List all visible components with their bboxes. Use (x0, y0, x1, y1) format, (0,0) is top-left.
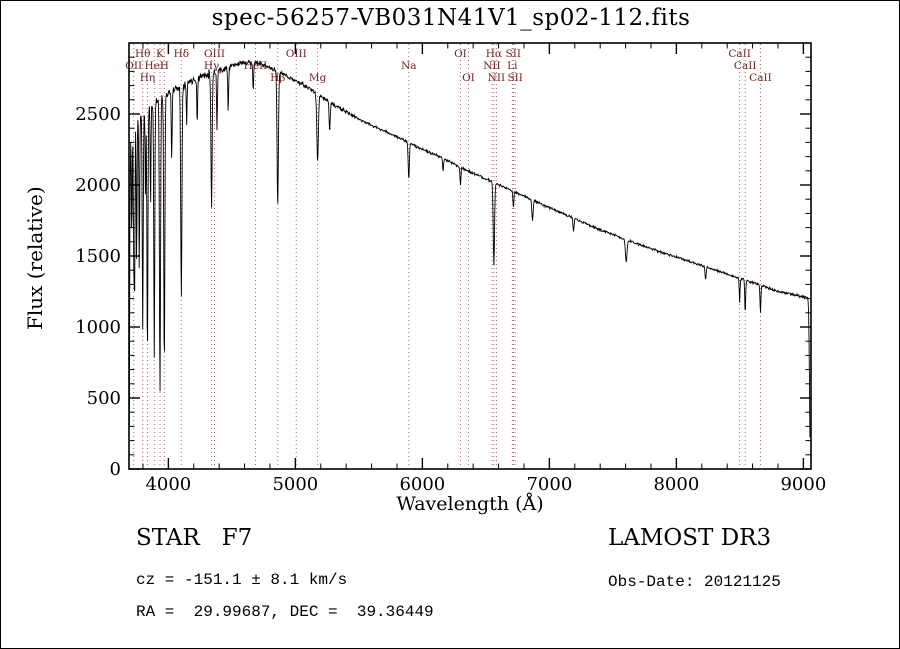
svg-text:Hθ: Hθ (135, 48, 150, 60)
svg-text:500: 500 (87, 388, 121, 409)
svg-text:4000: 4000 (145, 474, 191, 495)
svg-text:2500: 2500 (75, 104, 121, 125)
svg-text:CaII: CaII (734, 60, 757, 72)
classification-text: STAR F7 (136, 525, 253, 551)
svg-text:Li: Li (507, 60, 518, 72)
svg-text:Hα: Hα (486, 48, 502, 60)
svg-text:CaII: CaII (749, 72, 772, 84)
svg-text:NII: NII (483, 60, 500, 72)
svg-text:OI: OI (454, 48, 467, 60)
svg-text:OII: OII (125, 60, 142, 72)
svg-text:9000: 9000 (780, 474, 826, 495)
svg-text:2000: 2000 (75, 175, 121, 196)
svg-text:CaII: CaII (728, 48, 751, 60)
svg-text:1000: 1000 (75, 317, 121, 338)
svg-text:8000: 8000 (653, 474, 699, 495)
svg-text:6000: 6000 (399, 474, 445, 495)
svg-text:5000: 5000 (272, 474, 318, 495)
plot-title: spec-56257-VB031N41V1_sp02-112.fits (211, 5, 691, 31)
svg-text:HeI: HeI (145, 60, 165, 72)
svg-text:Hβ: Hβ (270, 72, 285, 84)
svg-text:SII: SII (507, 72, 523, 84)
svg-text:Mg: Mg (309, 72, 327, 84)
spectrum-trace (128, 59, 811, 438)
svg-text:Hγ: Hγ (204, 60, 219, 72)
svg-text:OIII: OIII (204, 48, 225, 60)
axis-ticks: 4000 5000 6000 7000 8000 9000 0 500 1000 1500 2000… (75, 42, 826, 495)
svg-text:NII: NII (488, 72, 505, 84)
svg-text:Hδ: Hδ (174, 48, 189, 60)
svg-text:7000: 7000 (526, 474, 572, 495)
svg-text:OIII: OIII (286, 48, 307, 60)
survey-text: LAMOST DR3 (608, 525, 772, 551)
svg-text:H: H (160, 60, 169, 72)
obsdate-text: Obs-Date: 20121125 (608, 573, 781, 591)
x-axis-label: Wavelength (Å) (396, 493, 544, 515)
svg-text:1500: 1500 (75, 246, 121, 267)
svg-text:K: K (156, 48, 164, 60)
radec-text: RA = 29.99687, DEC = 39.36449 (136, 603, 434, 621)
svg-text:OI: OI (462, 72, 475, 84)
svg-text:Hη: Hη (140, 72, 155, 84)
svg-text:0: 0 (110, 459, 121, 480)
cz-text: cz = -151.1 ± 8.1 km/s (136, 571, 348, 589)
svg-text:Na: Na (401, 60, 416, 72)
svg-text:SII: SII (506, 48, 522, 60)
